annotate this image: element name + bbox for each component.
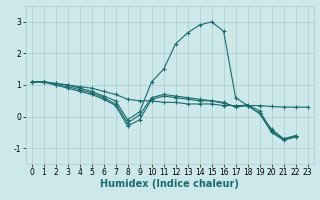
- X-axis label: Humidex (Indice chaleur): Humidex (Indice chaleur): [100, 179, 239, 189]
